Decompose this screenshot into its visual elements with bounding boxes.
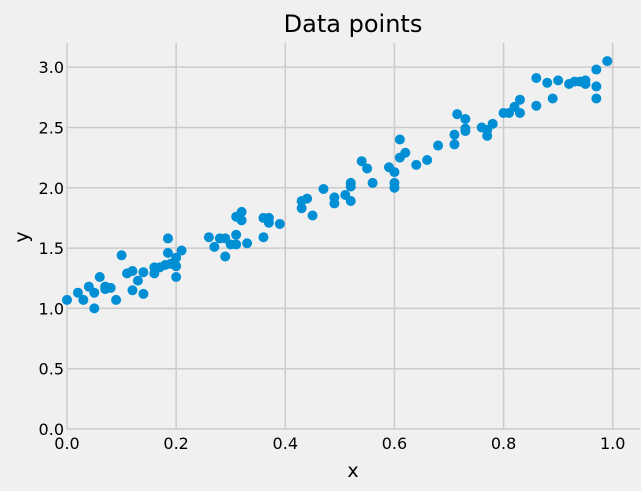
data-point <box>367 177 378 188</box>
data-point <box>138 267 149 278</box>
data-point <box>302 193 313 204</box>
data-point <box>580 79 591 90</box>
data-point <box>220 251 231 262</box>
data-point <box>307 210 318 221</box>
data-point <box>329 198 340 209</box>
data-point <box>547 93 558 104</box>
data-point <box>132 275 143 286</box>
data-point <box>394 134 405 145</box>
data-point <box>514 94 525 105</box>
data-point <box>127 265 138 276</box>
data-point <box>242 238 253 249</box>
x-tick-label: 0.4 <box>273 434 298 453</box>
data-point <box>263 212 274 223</box>
data-point <box>389 182 400 193</box>
x-tick-label: 0.6 <box>382 434 407 453</box>
data-point <box>72 287 83 298</box>
data-point <box>111 294 122 305</box>
y-axis-label: y <box>11 231 33 242</box>
data-point <box>553 75 564 86</box>
data-point <box>452 109 463 120</box>
data-point <box>89 303 100 314</box>
data-point <box>171 252 182 263</box>
data-point <box>231 229 242 240</box>
data-point <box>449 129 460 140</box>
data-point <box>127 285 138 296</box>
data-point <box>542 77 553 88</box>
data-point <box>138 288 149 299</box>
data-point <box>171 272 182 283</box>
y-tick-label: 0.5 <box>39 360 64 379</box>
x-tick-label: 0.8 <box>491 434 516 453</box>
data-point <box>62 294 72 305</box>
data-point <box>531 100 542 111</box>
data-points <box>62 56 613 314</box>
data-point <box>411 159 422 170</box>
data-point <box>318 183 329 194</box>
chart-title: Data points <box>284 10 423 38</box>
data-point <box>236 215 247 226</box>
data-point <box>591 81 602 92</box>
data-point <box>89 287 100 298</box>
data-point <box>274 218 285 229</box>
x-tick-label: 1.0 <box>600 434 625 453</box>
data-point <box>296 203 307 214</box>
data-point <box>162 233 173 244</box>
data-point <box>460 126 471 137</box>
data-point <box>356 156 367 167</box>
data-point <box>105 282 116 293</box>
data-point <box>176 245 187 256</box>
data-point <box>116 250 127 261</box>
y-tick-label: 1.5 <box>39 239 64 258</box>
data-point <box>171 261 182 272</box>
data-point <box>209 241 220 252</box>
x-tick-label: 0.2 <box>163 434 188 453</box>
data-point <box>389 167 400 178</box>
data-point <box>162 247 173 258</box>
data-point <box>422 155 433 166</box>
data-point <box>203 232 214 243</box>
data-point <box>482 130 493 141</box>
data-point <box>231 239 242 250</box>
data-point <box>258 232 269 243</box>
y-tick-label: 2.5 <box>39 118 64 137</box>
y-tick-label: 2.0 <box>39 179 64 198</box>
data-point <box>591 64 602 75</box>
data-point <box>460 113 471 124</box>
grid-lines <box>66 43 640 430</box>
data-point <box>236 206 247 217</box>
data-point <box>345 181 356 192</box>
tick-labels: 0.0 0.2 0.4 0.6 0.8 1.0 0.0 0.5 1.0 1.5 2.0 2.5 3.0 <box>39 58 626 453</box>
data-point <box>591 93 602 104</box>
data-point <box>602 56 613 67</box>
data-point <box>400 147 411 158</box>
data-point <box>362 163 373 174</box>
data-point <box>449 139 460 150</box>
data-point <box>487 118 498 129</box>
data-point <box>531 72 542 83</box>
data-point <box>94 272 105 283</box>
data-point <box>433 140 444 151</box>
x-axis-label: x <box>347 460 358 482</box>
x-tick-label: 0.0 <box>54 434 79 453</box>
data-point <box>78 294 89 305</box>
data-point <box>345 196 356 207</box>
y-tick-label: 3.0 <box>39 58 64 77</box>
data-point <box>514 107 525 118</box>
y-tick-label: 0.0 <box>39 420 64 439</box>
y-tick-label: 1.0 <box>39 299 64 318</box>
